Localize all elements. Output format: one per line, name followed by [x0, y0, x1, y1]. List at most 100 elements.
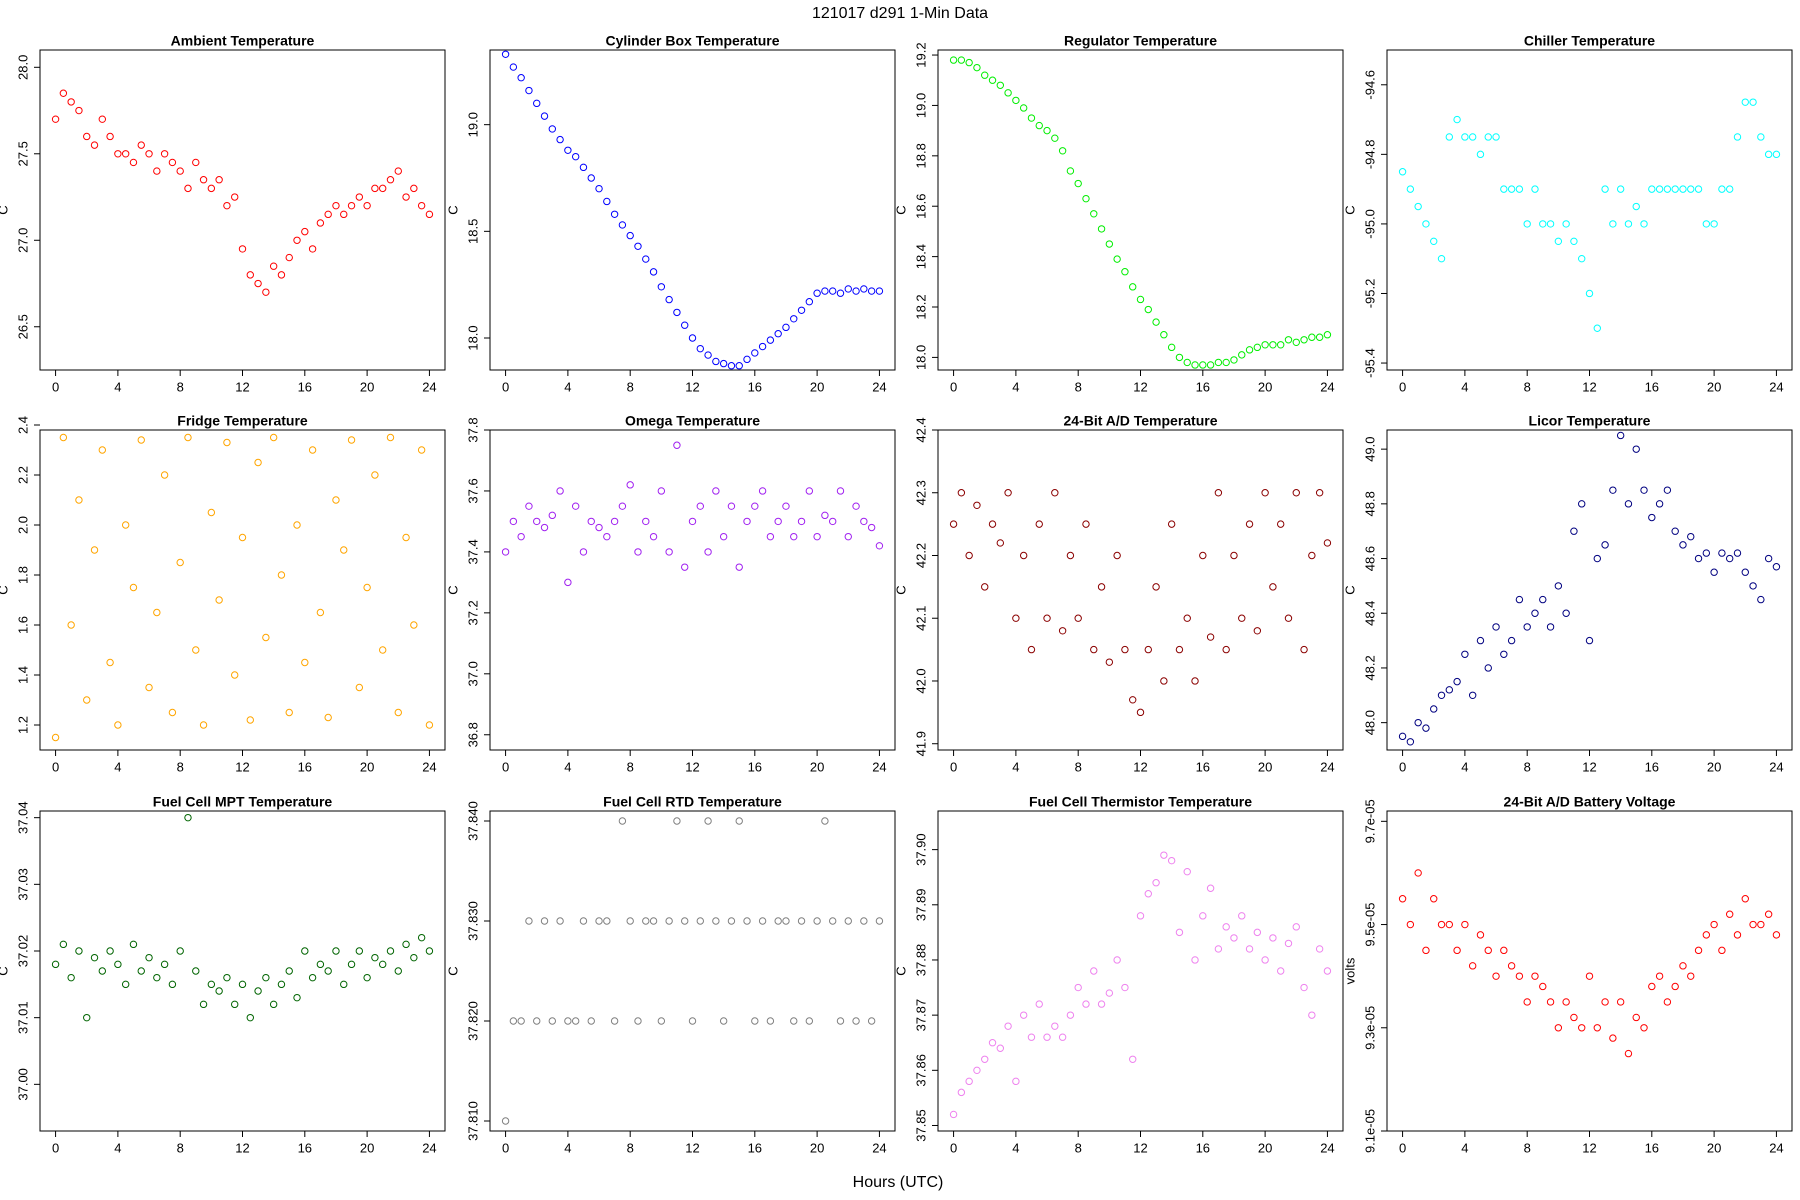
data-point — [1183, 867, 1191, 876]
data-point — [231, 671, 239, 679]
data-point — [844, 917, 852, 925]
data-point — [501, 1117, 510, 1125]
data-point — [595, 917, 603, 925]
data-point — [657, 1017, 666, 1025]
data-point — [782, 917, 790, 925]
x-tick-label: 20 — [1258, 1140, 1272, 1155]
data-point — [1733, 931, 1742, 939]
data-point — [657, 283, 666, 291]
x-tick-label: 24 — [872, 1140, 886, 1155]
data-point — [774, 917, 782, 925]
x-tick-label: 16 — [298, 379, 312, 394]
data-point — [642, 255, 650, 263]
y-tick-label: 18.2 — [913, 294, 928, 319]
data-point — [1276, 967, 1285, 975]
data-point — [192, 646, 200, 654]
y-tick-label: 37.88 — [913, 944, 928, 977]
data-point — [805, 1017, 814, 1025]
data-point — [595, 184, 603, 193]
data-point — [696, 917, 704, 925]
data-point — [587, 517, 595, 526]
data-point — [425, 210, 434, 219]
panel-title: Fuel Cell RTD Temperature — [603, 794, 782, 810]
data-point — [1725, 910, 1734, 918]
data-point — [949, 520, 958, 528]
data-point — [1640, 1024, 1648, 1032]
data-point — [1655, 185, 1664, 193]
data-point — [673, 308, 681, 317]
data-point — [1616, 185, 1625, 193]
data-point — [386, 176, 395, 184]
data-point — [1578, 1024, 1586, 1032]
data-point — [1585, 972, 1594, 980]
data-point — [525, 86, 533, 95]
x-tick-label: 20 — [810, 1140, 824, 1155]
data-point — [688, 517, 697, 526]
y-tick-label: 37.820 — [465, 1001, 480, 1041]
data-point — [199, 721, 208, 729]
data-point — [556, 487, 564, 495]
data-point — [642, 517, 650, 526]
data-point — [129, 583, 138, 592]
data-point — [790, 1017, 798, 1025]
data-point — [363, 583, 371, 592]
x-tick-label: 8 — [1524, 379, 1531, 394]
data-point — [1269, 583, 1277, 591]
data-point — [1175, 645, 1184, 654]
x-tick-label: 0 — [502, 759, 509, 774]
data-point — [1593, 1024, 1601, 1032]
y-tick-label: 42.0 — [913, 668, 928, 693]
data-point — [301, 658, 309, 667]
data-point — [347, 201, 356, 210]
x-tick-label: 20 — [1707, 1140, 1721, 1155]
data-point — [579, 548, 588, 556]
data-point — [1515, 972, 1524, 980]
data-point — [301, 947, 309, 955]
data-point — [1315, 945, 1324, 953]
x-tick-label: 24 — [1320, 759, 1334, 774]
data-point — [1687, 185, 1695, 193]
data-point — [564, 578, 572, 587]
data-point — [1578, 500, 1586, 508]
data-point — [626, 481, 634, 489]
plot-box — [39, 49, 446, 371]
data-point — [1245, 945, 1254, 953]
data-point — [106, 947, 114, 955]
x-tick-label: 8 — [177, 759, 184, 774]
data-point — [332, 201, 340, 210]
data-point — [1284, 614, 1293, 622]
x-tick-label: 20 — [810, 759, 824, 774]
data-point — [626, 917, 634, 925]
data-point — [665, 295, 673, 304]
x-tick-label: 8 — [1075, 759, 1082, 774]
data-point — [1160, 331, 1168, 339]
data-point — [1027, 114, 1036, 122]
data-point — [649, 532, 658, 541]
data-point — [1679, 541, 1687, 549]
data-point — [1175, 928, 1184, 937]
data-point — [681, 321, 689, 329]
x-tick-label: 16 — [298, 759, 312, 774]
data-point — [1167, 856, 1176, 865]
data-point — [363, 201, 371, 210]
data-point — [1035, 121, 1043, 130]
y-tick-label: 18.6 — [913, 194, 928, 219]
data-point — [1749, 920, 1757, 929]
y-tick-label: 42.3 — [913, 480, 928, 505]
data-point — [1422, 724, 1430, 732]
data-point — [1461, 920, 1469, 929]
x-tick-label: 16 — [1196, 379, 1210, 394]
data-point — [371, 953, 379, 962]
data-point — [996, 1044, 1005, 1052]
data-point — [1492, 623, 1500, 631]
data-point — [1749, 98, 1757, 106]
data-point — [533, 99, 541, 108]
data-point — [1515, 185, 1524, 193]
data-point — [1741, 895, 1749, 903]
data-point — [1648, 982, 1656, 991]
data-point — [852, 502, 860, 510]
data-point — [973, 1066, 981, 1075]
data-point — [1214, 945, 1223, 953]
y-tick-label: 26.5 — [15, 314, 30, 339]
data-point — [1300, 983, 1308, 992]
